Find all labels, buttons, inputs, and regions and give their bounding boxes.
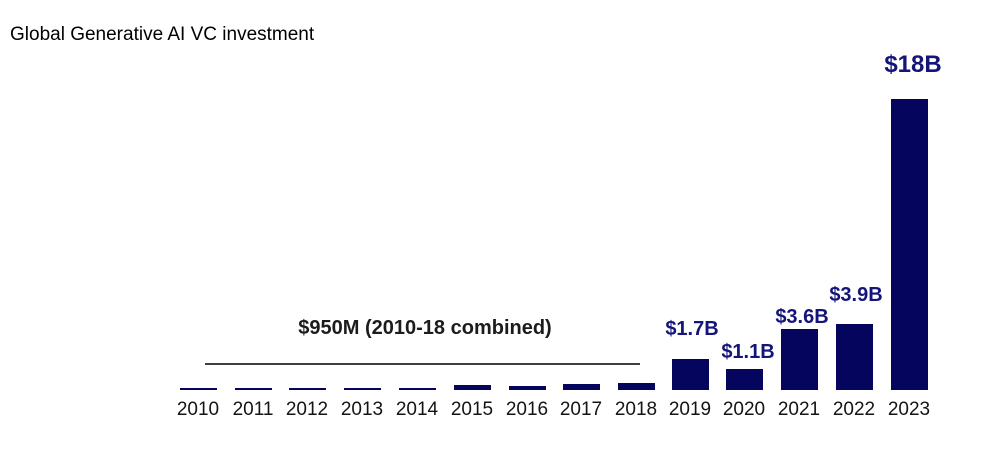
x-tick-2023: 2023 — [887, 399, 931, 420]
x-tick-2013: 2013 — [340, 399, 384, 420]
value-label-2020: $1.1B — [721, 341, 775, 363]
x-tick-2022: 2022 — [832, 399, 876, 420]
annotation-line — [205, 363, 640, 365]
value-label-2023: $18B — [884, 51, 942, 78]
bar-2018 — [617, 383, 655, 390]
bar-2015 — [453, 385, 491, 390]
x-tick-2017: 2017 — [559, 399, 603, 420]
bar-2023 — [890, 99, 928, 390]
x-tick-2014: 2014 — [395, 399, 439, 420]
x-tick-2019: 2019 — [668, 399, 712, 420]
x-tick-2012: 2012 — [285, 399, 329, 420]
x-tick-2020: 2020 — [722, 399, 766, 420]
x-tick-2010: 2010 — [176, 399, 220, 420]
bar-2020 — [725, 369, 763, 390]
bar-2021 — [780, 329, 818, 390]
bar-2022 — [835, 324, 873, 390]
x-tick-2011: 2011 — [232, 399, 274, 420]
bar-2019 — [671, 359, 709, 390]
x-tick-2021: 2021 — [777, 399, 821, 420]
x-tick-2018: 2018 — [614, 399, 658, 420]
value-label-2022: $3.9B — [829, 284, 883, 306]
x-tick-2016: 2016 — [505, 399, 549, 420]
bar-2011 — [234, 387, 272, 390]
bar-2017 — [562, 384, 600, 390]
bar-2013 — [343, 387, 381, 390]
bar-2010 — [179, 387, 217, 390]
x-tick-2015: 2015 — [450, 399, 494, 420]
bar-2016 — [508, 386, 546, 390]
value-label-2021: $3.6B — [775, 306, 829, 328]
bar-2014 — [398, 387, 436, 390]
chart-title: Global Generative AI VC investment — [10, 24, 315, 45]
value-label-2019: $1.7B — [665, 318, 719, 340]
bar-2012 — [288, 387, 326, 390]
annotation-combined-label: $950M (2010-18 combined) — [298, 317, 552, 339]
